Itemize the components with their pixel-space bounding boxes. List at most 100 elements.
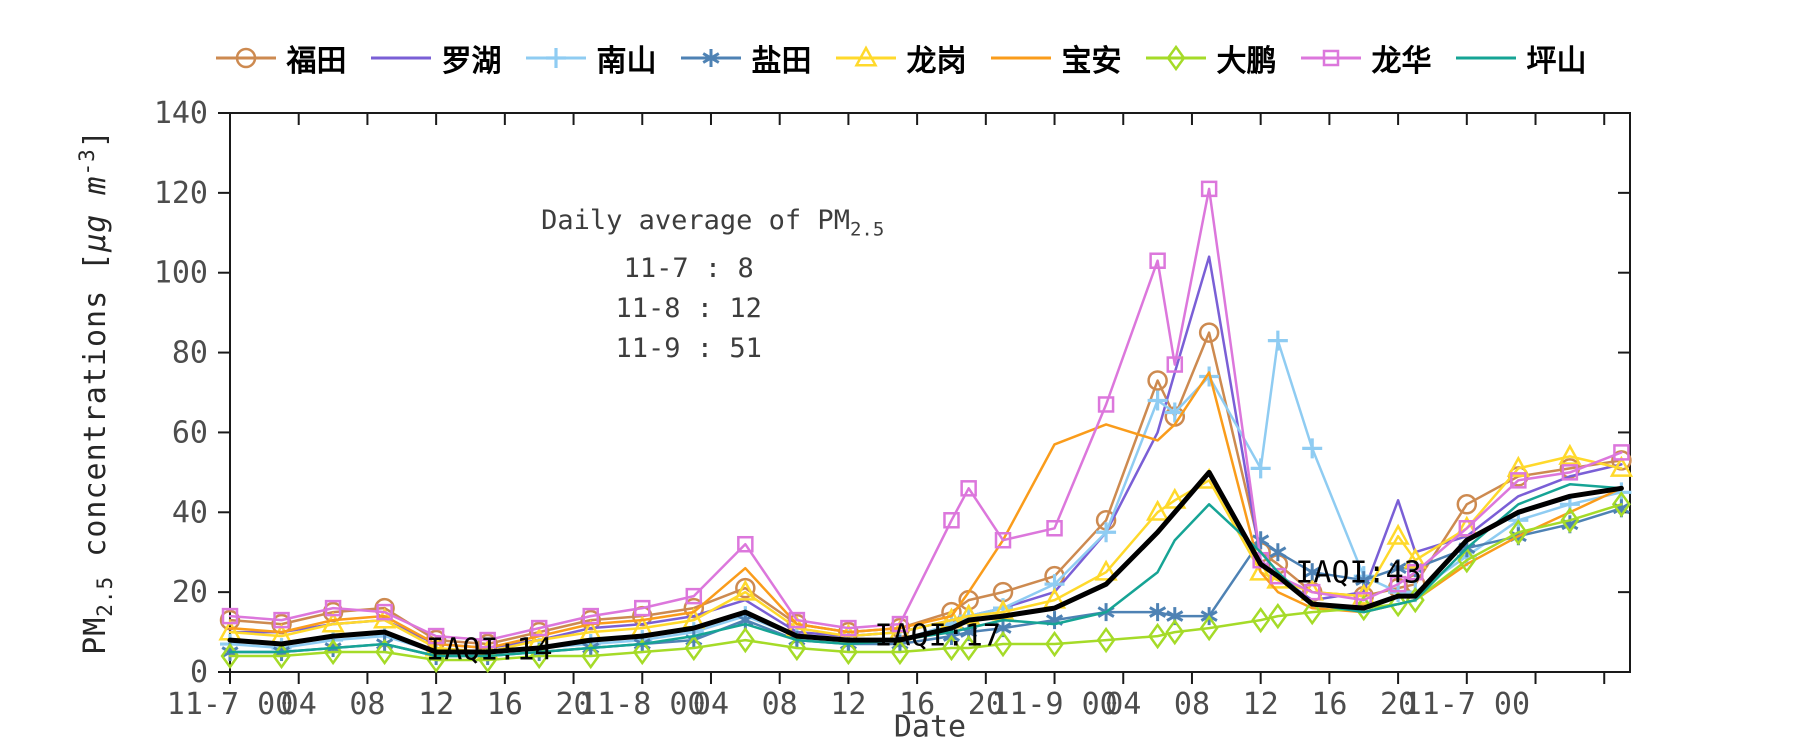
- square-marker: [376, 603, 393, 621]
- square-marker: [221, 607, 239, 625]
- square-marker: [737, 535, 754, 553]
- series-line-坪山: [228, 483, 1623, 658]
- triangle-marker: [1403, 547, 1427, 569]
- square-marker: [1561, 464, 1579, 481]
- triangle-marker: [1558, 443, 1582, 465]
- square-marker: [273, 611, 290, 629]
- square-marker: [1407, 563, 1424, 581]
- square-marker: [1149, 252, 1166, 269]
- diamond-marker: [787, 634, 807, 662]
- series-line-南山: [228, 339, 1623, 654]
- series-福田: [219, 322, 1632, 655]
- x-tick-label: 11-8 00: [579, 687, 705, 722]
- asterisk-marker: [1252, 534, 1270, 547]
- diamond-marker: [1148, 622, 1168, 650]
- asterisk-marker: [1149, 606, 1167, 618]
- y-tick-label: 100: [154, 256, 208, 291]
- circle-marker: [1456, 494, 1478, 515]
- y-tick-label: 0: [190, 655, 208, 690]
- asterisk-marker: [1166, 610, 1184, 622]
- square-marker: [994, 531, 1012, 549]
- diamond-marker: [1611, 491, 1631, 518]
- iaqi-annotation-day1: IAQI:14: [426, 632, 553, 668]
- square-marker: [1200, 180, 1218, 198]
- x-tick-label: 16: [1311, 687, 1347, 722]
- triangle-marker: [733, 579, 757, 601]
- square-marker: [582, 607, 599, 625]
- x-tick-label: 20: [555, 687, 591, 722]
- series-line-average: [227, 469, 1624, 655]
- x-tick-label: 08: [762, 687, 798, 722]
- daily-average-title: Daily average of PM2.5: [541, 204, 885, 241]
- diamond-marker: [1251, 606, 1271, 634]
- diamond-marker: [735, 626, 755, 654]
- axes-box: [229, 112, 1631, 673]
- plus-marker: [1302, 438, 1323, 459]
- plus-marker: [1267, 330, 1288, 351]
- daily-average-line: 11-9 : 51: [615, 333, 762, 365]
- x-tick-label: 12: [418, 687, 454, 722]
- square-marker: [1046, 520, 1063, 537]
- y-tick-label: 60: [172, 415, 208, 450]
- x-tick-label: 16: [487, 687, 523, 722]
- asterisk-marker: [994, 622, 1012, 634]
- diamond-marker: [684, 634, 704, 662]
- diamond-marker: [1302, 598, 1322, 626]
- triangle-marker: [321, 611, 345, 633]
- square-marker: [960, 480, 977, 497]
- y-axis-label: PM2.5 concentrations [μg m-3]: [75, 129, 117, 655]
- y-tick-label: 20: [172, 575, 208, 610]
- x-tick-label: 12: [1243, 687, 1279, 722]
- triangle-marker: [1163, 487, 1187, 509]
- diamond-marker: [581, 642, 601, 670]
- square-marker: [1458, 520, 1476, 537]
- series-龙华: [221, 180, 1630, 649]
- square-marker: [1613, 444, 1630, 461]
- daily-average-annotation: Daily average of PM2.5 11-7 : 8 11-8 : 1…: [541, 201, 884, 369]
- triangle-marker: [1094, 559, 1118, 581]
- square-marker: [427, 627, 445, 645]
- x-tick-label: 11-7 00: [1404, 687, 1530, 722]
- x-tick-label: 16: [899, 687, 935, 722]
- diamond-marker: [375, 638, 395, 666]
- circle-marker: [735, 577, 756, 599]
- y-tick-label: 140: [154, 96, 208, 131]
- y-tick-label: 120: [154, 176, 208, 211]
- diamond-marker: [942, 634, 961, 662]
- diamond-marker: [838, 638, 858, 666]
- diamond-marker: [1268, 602, 1288, 630]
- x-tick-label: 11-7 00: [167, 687, 293, 722]
- diamond-marker: [1045, 630, 1065, 658]
- series-南山: [220, 330, 1632, 663]
- asterisk-marker: [1612, 502, 1630, 515]
- diamond-marker: [1165, 618, 1185, 646]
- square-marker: [943, 512, 960, 529]
- square-marker: [479, 631, 496, 649]
- diamond-marker: [993, 630, 1013, 658]
- x-tick-label: 04: [281, 687, 317, 722]
- square-marker: [1389, 575, 1407, 593]
- plus-marker: [1096, 522, 1117, 543]
- diamond-marker: [1508, 519, 1528, 546]
- square-marker: [788, 611, 806, 629]
- asterisk-marker: [1269, 546, 1287, 559]
- triangle-marker: [1506, 455, 1530, 477]
- x-tick-label: 08: [349, 687, 385, 722]
- diamond-marker: [1199, 614, 1219, 642]
- square-marker: [634, 599, 651, 617]
- x-tick-label: 04: [1105, 687, 1141, 722]
- square-marker: [891, 615, 909, 633]
- x-tick-label: 04: [693, 687, 729, 722]
- asterisk-marker: [1561, 518, 1579, 531]
- x-axis-label: Date: [893, 709, 967, 745]
- diamond-marker: [890, 638, 910, 666]
- diamond-marker: [1457, 547, 1477, 574]
- triangle-marker: [1352, 583, 1376, 605]
- diamond-marker: [1560, 507, 1580, 534]
- square-marker: [1269, 567, 1287, 585]
- series-line-龙华: [228, 187, 1623, 642]
- circle-marker: [1147, 370, 1168, 391]
- asterisk-marker: [1389, 562, 1407, 574]
- x-tick-label: 12: [830, 687, 866, 722]
